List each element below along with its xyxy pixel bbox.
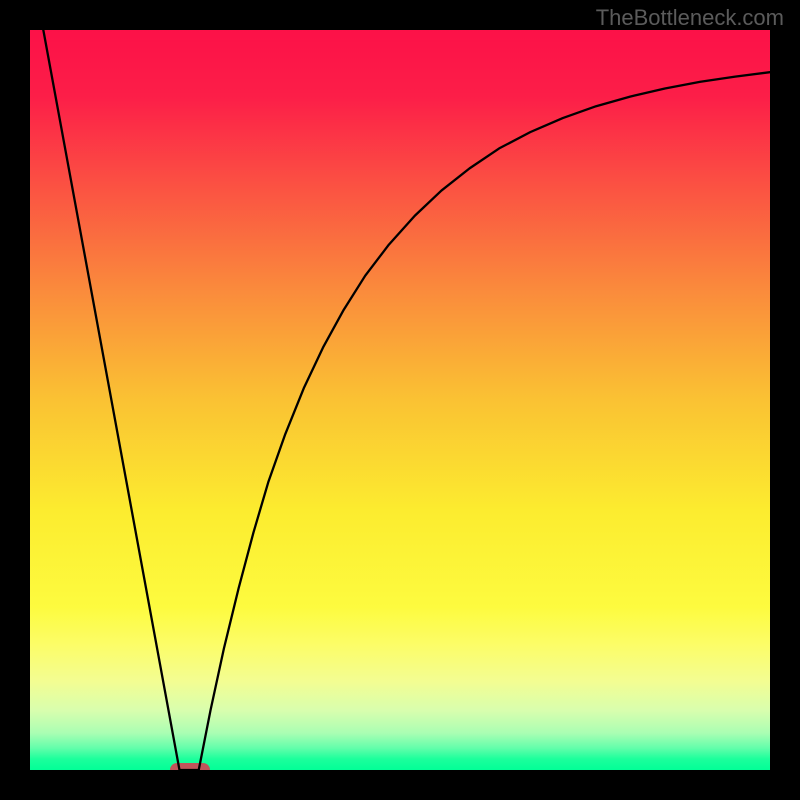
plot-area [30, 30, 770, 770]
bottleneck-curve [30, 30, 770, 770]
curve-path [43, 30, 770, 770]
chart-frame: TheBottleneck.com [0, 0, 800, 800]
optimum-marker [170, 763, 210, 770]
watermark-text: TheBottleneck.com [596, 5, 784, 31]
